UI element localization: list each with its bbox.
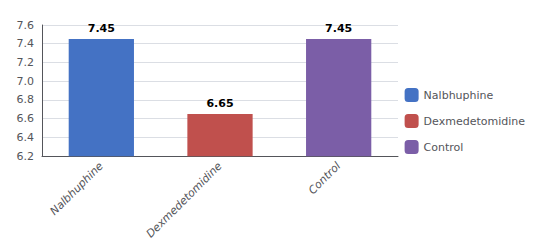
svg-text:Nalbhuphine: Nalbhuphine xyxy=(48,159,107,218)
svg-text:7.6: 7.6 xyxy=(17,19,35,32)
svg-text:Control: Control xyxy=(306,160,343,197)
svg-text:Nalbhuphine: Nalbhuphine xyxy=(424,89,494,102)
svg-text:Dexmedetomidine: Dexmedetomidine xyxy=(424,115,526,128)
svg-text:6.8: 6.8 xyxy=(17,93,35,106)
svg-text:Control: Control xyxy=(424,141,464,154)
svg-text:7.2: 7.2 xyxy=(17,56,35,69)
svg-text:Dexmedetomidine: Dexmedetomidine xyxy=(144,159,225,240)
svg-text:6.65: 6.65 xyxy=(206,97,233,110)
svg-text:6.6: 6.6 xyxy=(17,112,35,125)
svg-text:7.0: 7.0 xyxy=(17,75,35,88)
svg-text:7.45: 7.45 xyxy=(325,22,352,35)
svg-text:7.45: 7.45 xyxy=(88,22,115,35)
svg-text:6.4: 6.4 xyxy=(17,131,35,144)
svg-text:6.2: 6.2 xyxy=(17,150,35,163)
svg-text:7.4: 7.4 xyxy=(17,37,35,50)
